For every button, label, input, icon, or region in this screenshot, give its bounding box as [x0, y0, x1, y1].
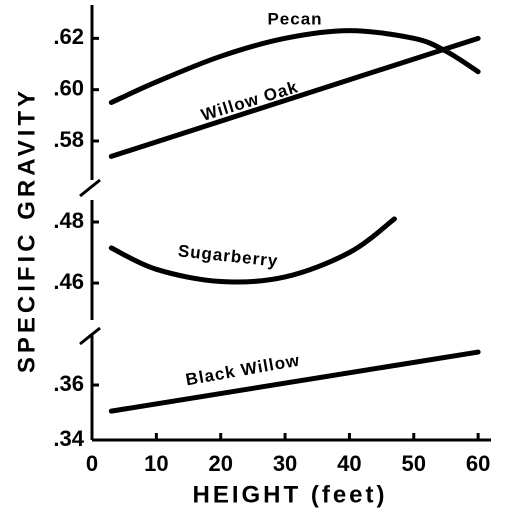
y-tick-label: .36	[53, 371, 84, 396]
y-tick-label: .62	[53, 24, 84, 49]
axis-break	[79, 326, 101, 346]
y-tick-label: .46	[53, 269, 84, 294]
x-tick-label: 40	[337, 451, 361, 476]
series-label: Sugarberry	[177, 241, 279, 270]
series-line	[108, 216, 397, 285]
x-tick-label: 0	[86, 451, 98, 476]
x-tick-label: 10	[144, 451, 168, 476]
axis-break	[79, 178, 101, 198]
series-line	[108, 349, 481, 414]
x-tick-label: 60	[466, 451, 490, 476]
x-tick-label: 30	[273, 451, 297, 476]
y-tick-label: .34	[53, 426, 84, 451]
series-line	[108, 35, 481, 159]
y-tick-label: .58	[53, 127, 84, 152]
y-tick-label: .48	[53, 208, 84, 233]
x-axis-label: HEIGHT (feet)	[193, 481, 388, 508]
y-tick-label: .60	[53, 75, 84, 100]
x-tick-label: 50	[402, 451, 426, 476]
series-label: Pecan	[267, 9, 322, 28]
x-tick-label: 20	[208, 451, 232, 476]
y-axis-label: SPECIFIC GRAVITY	[13, 87, 40, 373]
